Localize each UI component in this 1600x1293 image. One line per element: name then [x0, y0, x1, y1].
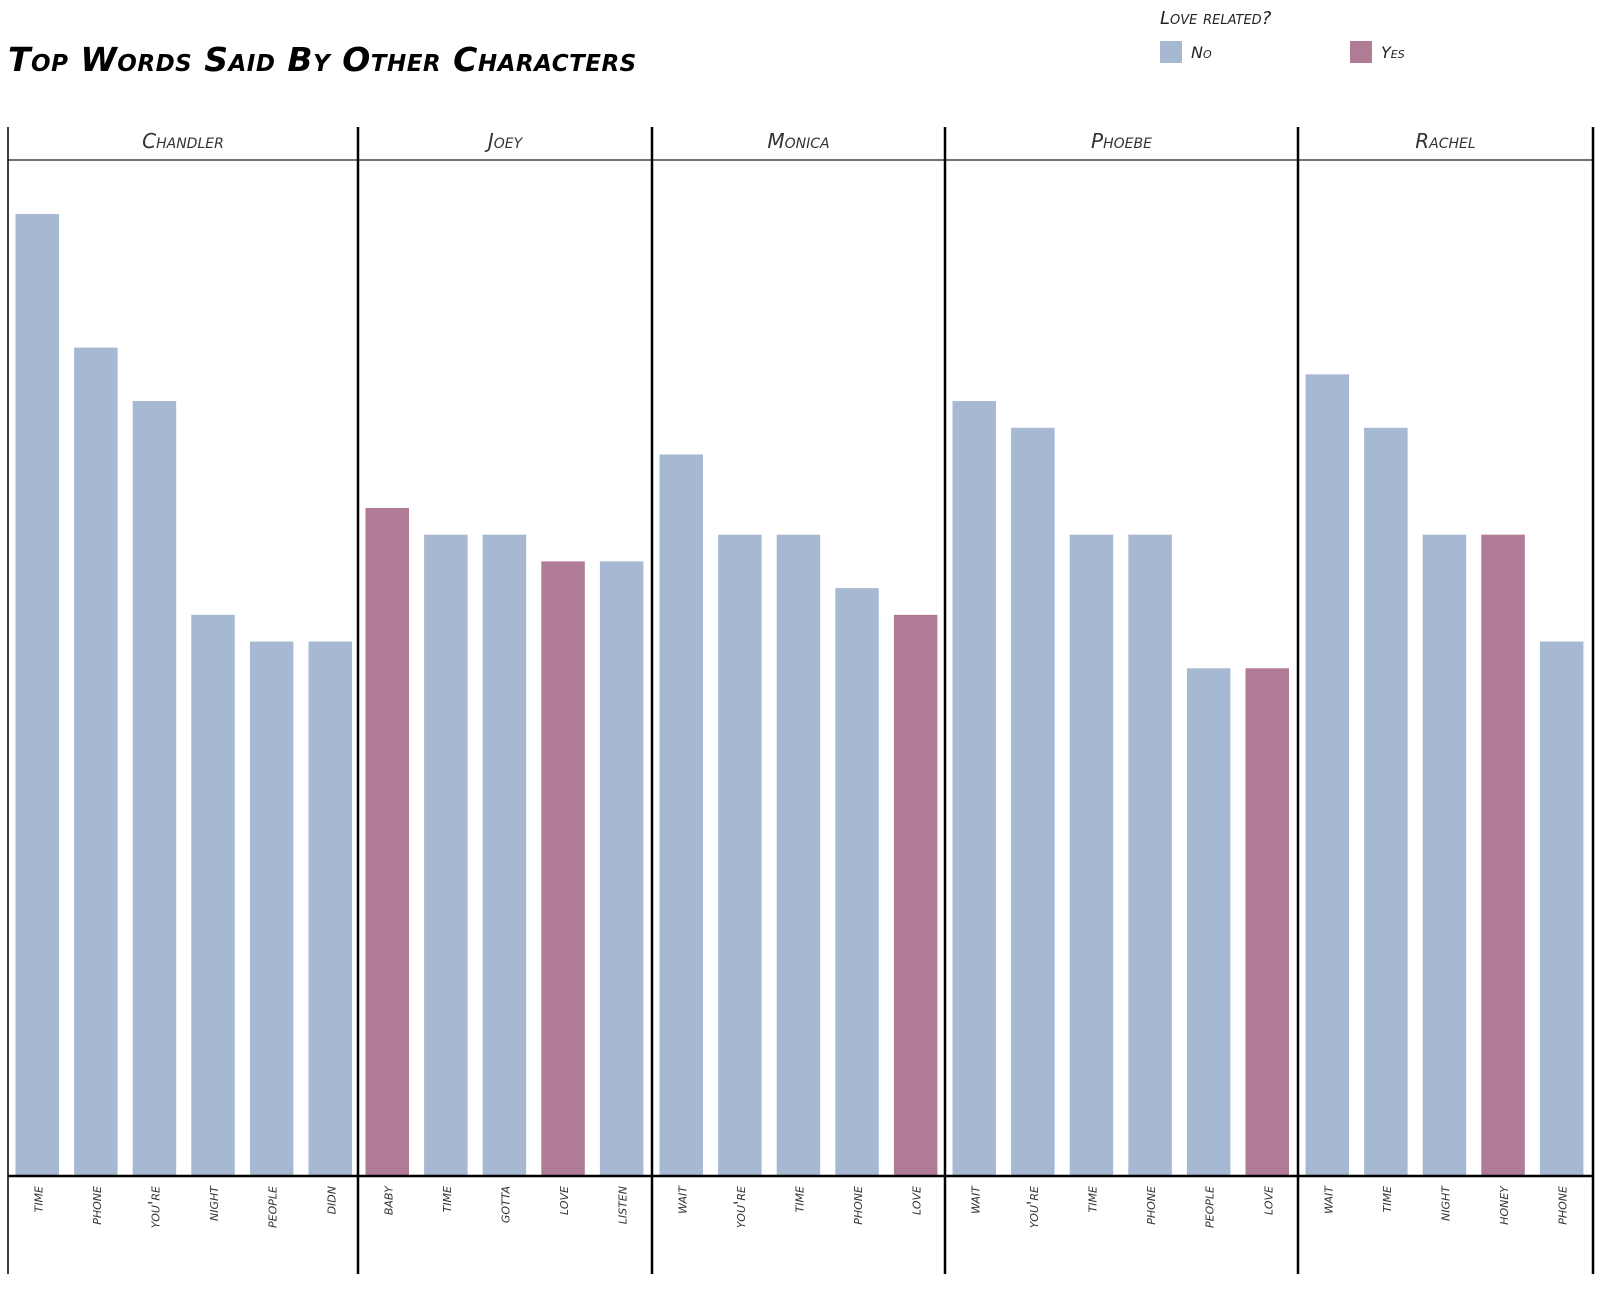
tick-label-joey-listen: listen	[612, 1186, 631, 1224]
bar-rachel-honey[interactable]	[1481, 534, 1525, 1176]
tick-label-rachel-time: time	[1376, 1186, 1395, 1212]
bar-chandler-night[interactable]	[191, 614, 235, 1176]
tick-label-monica-love: love	[906, 1186, 925, 1215]
tick-label-phoebe-phone: phone	[1140, 1186, 1159, 1225]
bar-chandler-youre[interactable]	[132, 401, 177, 1176]
legend-label-yes: Yes	[1381, 42, 1405, 62]
legend: Love related? No Yes	[1160, 8, 1460, 72]
bar-phoebe-youre[interactable]	[1011, 427, 1055, 1176]
legend-swatch-no	[1160, 41, 1182, 63]
tick-label-monica-time: time	[788, 1186, 807, 1212]
tick-label-chandler-time: time	[27, 1186, 46, 1212]
panel-label-rachel: Rachel	[1415, 129, 1475, 153]
panel-label-chandler: Chandler	[142, 129, 224, 153]
bar-chandler-time[interactable]	[15, 214, 60, 1176]
tick-label-chandler-youre: you're	[144, 1186, 163, 1228]
bar-monica-youre[interactable]	[718, 534, 762, 1176]
tick-label-chandler-phone: phone	[86, 1186, 105, 1225]
legend-item-yes[interactable]: Yes	[1350, 40, 1405, 64]
tick-label-rachel-night: night	[1434, 1185, 1453, 1221]
legend-item-no[interactable]: No	[1160, 40, 1212, 64]
bar-rachel-wait[interactable]	[1305, 374, 1350, 1176]
bar-joey-baby[interactable]	[365, 507, 410, 1176]
tick-label-rachel-honey: honey	[1493, 1185, 1512, 1225]
panel-label-phoebe: Phoebe	[1091, 129, 1152, 153]
bar-phoebe-time[interactable]	[1069, 534, 1114, 1176]
legend-swatch-yes	[1350, 41, 1372, 63]
bar-phoebe-wait[interactable]	[952, 401, 997, 1176]
bar-joey-gotta[interactable]	[482, 534, 527, 1176]
bar-chandler-people[interactable]	[249, 641, 294, 1176]
bar-phoebe-people[interactable]	[1186, 668, 1231, 1176]
tick-label-chandler-people: people	[262, 1186, 281, 1228]
bar-phoebe-phone[interactable]	[1128, 534, 1172, 1176]
bar-chandler-phone[interactable]	[74, 347, 118, 1177]
bar-monica-phone[interactable]	[835, 588, 879, 1176]
tick-label-joey-time: time	[436, 1186, 455, 1212]
tick-label-chandler-didn: didn	[320, 1186, 339, 1214]
bar-monica-time[interactable]	[776, 534, 821, 1176]
tick-label-phoebe-wait: wait	[964, 1185, 983, 1214]
legend-title: Love related?	[1160, 8, 1272, 29]
tick-label-phoebe-time: time	[1081, 1186, 1100, 1212]
bar-joey-listen[interactable]	[599, 561, 644, 1176]
tick-label-phoebe-love: love	[1257, 1186, 1276, 1215]
bar-rachel-night[interactable]	[1422, 534, 1467, 1176]
bar-phoebe-love[interactable]	[1245, 668, 1290, 1176]
bar-monica-love[interactable]	[893, 614, 938, 1176]
bar-chandler-didn[interactable]	[308, 641, 353, 1176]
panel-label-monica: Monica	[767, 129, 829, 153]
tick-label-joey-gotta: gotta	[494, 1186, 513, 1223]
tick-label-monica-phone: phone	[847, 1186, 866, 1225]
legend-label-no: No	[1191, 42, 1212, 62]
bar-rachel-time[interactable]	[1364, 427, 1408, 1176]
panel-label-joey: Joey	[484, 129, 524, 153]
tick-label-chandler-night: night	[203, 1185, 222, 1221]
tick-label-phoebe-youre: you're	[1023, 1186, 1042, 1228]
bar-monica-wait[interactable]	[659, 454, 704, 1177]
tick-label-monica-youre: you're	[730, 1186, 749, 1228]
tick-label-joey-baby: baby	[377, 1185, 396, 1215]
tick-label-phoebe-people: people	[1199, 1186, 1218, 1228]
bar-joey-love[interactable]	[541, 561, 585, 1176]
tick-label-monica-wait: wait	[671, 1185, 690, 1214]
bar-rachel-phone[interactable]	[1539, 641, 1584, 1176]
bar-joey-time[interactable]	[424, 534, 468, 1176]
tick-label-joey-love: love	[553, 1186, 572, 1215]
tick-label-rachel-phone: phone	[1552, 1186, 1571, 1225]
chart-title: Top Words Said By Other Characters	[8, 40, 637, 79]
tick-label-rachel-wait: wait	[1317, 1185, 1336, 1214]
